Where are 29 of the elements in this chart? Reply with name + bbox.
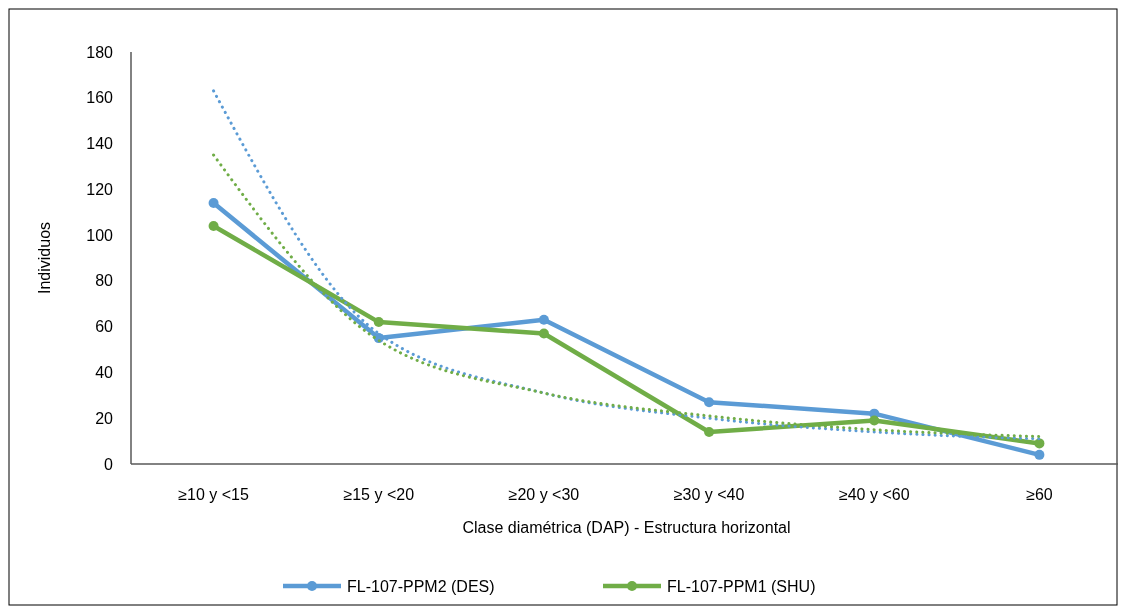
x-tick-label: ≥30 y <40: [673, 485, 745, 503]
legend-label: FL-107-PPM2 (DES): [347, 577, 495, 595]
x-tick-label: ≥60: [1026, 485, 1053, 503]
y-tick-label: 160: [86, 89, 114, 107]
y-tick-label: 100: [86, 226, 114, 244]
y-tick-label: 60: [95, 318, 114, 336]
point: [704, 426, 715, 437]
y-tick-label: 180: [86, 43, 114, 61]
y-tick-label: 120: [86, 180, 114, 198]
x-tick-label: ≥40 y <60: [838, 485, 910, 503]
point: [538, 328, 549, 339]
y-tick-label: 80: [95, 272, 114, 290]
point: [373, 317, 384, 328]
point: [869, 415, 880, 426]
y-tick-label: 140: [86, 135, 114, 153]
point: [704, 397, 715, 408]
point: [1034, 449, 1045, 460]
x-tick-label: ≥20 y <30: [508, 485, 580, 503]
y-axis-title: Individuos: [36, 221, 53, 295]
y-tick-label: 0: [104, 455, 114, 473]
x-axis-title: Clase diamétrica (DAP) - Estructura horizontal: [462, 519, 791, 536]
point: [538, 314, 549, 325]
point: [208, 198, 219, 209]
y-tick-label: 20: [95, 409, 114, 427]
y-tick-label: 40: [95, 364, 114, 382]
x-tick-label: ≥10 y <15: [178, 485, 249, 503]
legend-label: FL-107-PPM1 (SHU): [667, 577, 816, 595]
point: [208, 220, 219, 231]
x-tick-label: ≥15 y <20: [343, 485, 415, 503]
